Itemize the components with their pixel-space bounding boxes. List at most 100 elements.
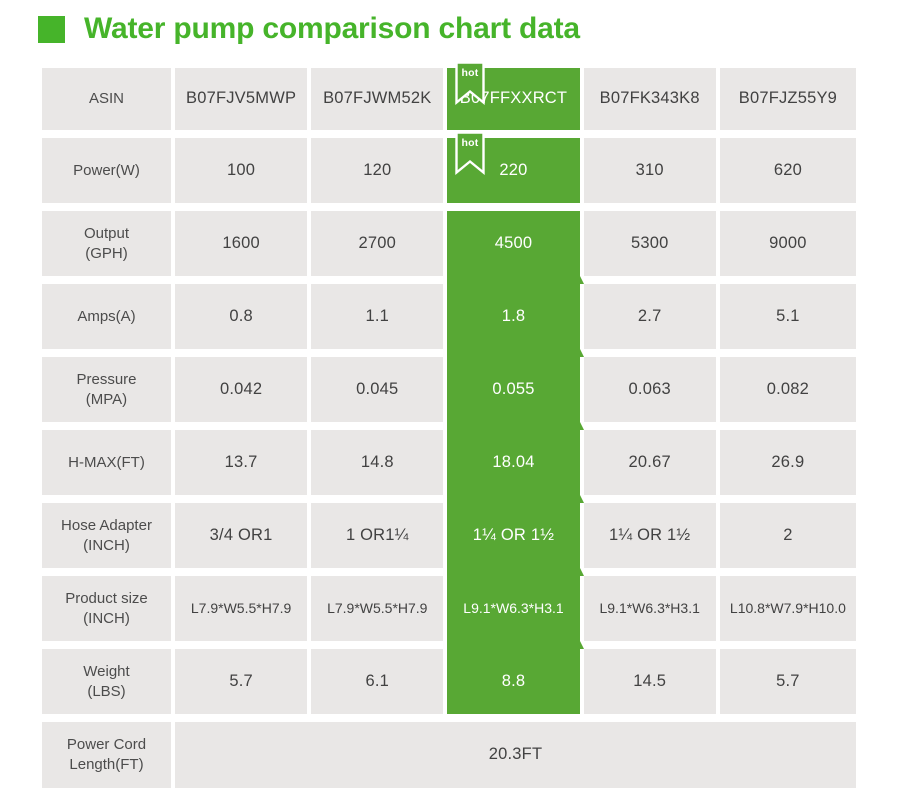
row-label-line: Weight xyxy=(83,662,130,680)
cell-value: 0.082 xyxy=(766,379,810,398)
row-label-line: Product size xyxy=(65,589,148,607)
cell-power-w-B07FJZ55Y9: 620 xyxy=(719,138,856,211)
row-label-line: Output xyxy=(83,224,130,242)
cell-power-w-B07FJV5MWP: 100 xyxy=(175,138,312,211)
cell-output-gph-B07FFXXRCT: 4500 xyxy=(447,211,584,284)
cell-product-size-inch-B07FJZ55Y9: L10.8*W7.9*H10.0 xyxy=(719,576,856,649)
cell-hose-adapter-inch-B07FJZ55Y9: 2 xyxy=(719,503,856,576)
cell-h-max-ft-B07FJV5MWP: 13.7 xyxy=(175,430,312,503)
row-label-line: Power(W) xyxy=(73,161,140,179)
row-label-line: Power Cord xyxy=(66,736,147,754)
row-label-product-size-inch: Product size (INCH) xyxy=(42,576,175,649)
cell-hose-adapter-inch-B07FJWM52K: 1 OR1¼ xyxy=(311,503,448,576)
row-label-line: (MPA) xyxy=(85,390,128,408)
cell-value: 5.7 xyxy=(776,671,800,690)
cell-asin-B07FJV5MWP: B07FJV5MWP xyxy=(175,68,312,138)
cell-value: 0.042 xyxy=(219,379,263,398)
cell-power-w-B07FJWM52K: 120 xyxy=(311,138,448,211)
cell-power-w-B07FFXXRCT: 220 hot xyxy=(447,131,584,211)
cell-weight-lbs-B07FJWM52K: 6.1 xyxy=(311,649,448,722)
cell-value: 14.8 xyxy=(360,452,394,471)
cell-output-gph-B07FJZ55Y9: 9000 xyxy=(719,211,856,284)
title-bullet-icon xyxy=(38,15,65,43)
cell-pressure-mpa-B07FFXXRCT: 0.055 xyxy=(447,357,584,430)
cell-pressure-mpa-B07FK343K8: 0.063 xyxy=(583,357,720,430)
page-title: Water pump comparison chart data xyxy=(84,12,580,45)
cell-asin-B07FFXXRCT: B07FFXXRCT hot xyxy=(447,61,584,138)
cell-value: 6.1 xyxy=(365,671,390,690)
cell-value: 18.04 xyxy=(492,452,535,471)
cell-value: 5.1 xyxy=(776,306,800,325)
row-label-line: Amps(A) xyxy=(77,307,136,325)
cell-value: L7.9*W5.5*H7.9 xyxy=(327,600,428,617)
hot-badge-icon: hot xyxy=(455,131,486,175)
row-label-pressure-mpa: Pressure (MPA) xyxy=(42,357,175,430)
row-label-line: (GPH) xyxy=(85,244,128,262)
cell-power-w-B07FK343K8: 310 xyxy=(583,138,720,211)
cell-value: 1¼ OR 1½ xyxy=(608,525,691,544)
cell-value: 220 xyxy=(499,160,528,179)
cell-h-max-ft-B07FFXXRCT: 18.04 xyxy=(447,430,584,503)
cell-value: 1.1 xyxy=(365,306,390,325)
cell-asin-B07FJZ55Y9: B07FJZ55Y9 xyxy=(719,68,856,138)
cell-value: 120 xyxy=(363,160,392,179)
cell-weight-lbs-B07FJZ55Y9: 5.7 xyxy=(719,649,856,722)
cell-h-max-ft-B07FJZ55Y9: 26.9 xyxy=(719,430,856,503)
cell-value: 2 xyxy=(783,525,793,544)
cell-value: L9.1*W6.3*H3.1 xyxy=(599,600,700,617)
cell-value: B07FFXXRCT xyxy=(459,89,568,108)
cell-amps-a-B07FJV5MWP: 0.8 xyxy=(175,284,312,357)
cell-hose-adapter-inch-B07FFXXRCT: 1¼ OR 1½ xyxy=(447,503,584,576)
cell-value: L10.8*W7.9*H10.0 xyxy=(729,600,846,617)
row-label-line: (INCH) xyxy=(83,536,130,554)
cell-value: 1 OR1¼ xyxy=(345,525,409,544)
hot-badge-label: hot xyxy=(462,67,479,79)
cell-pressure-mpa-B07FJWM52K: 0.045 xyxy=(311,357,448,430)
cell-value: 0.055 xyxy=(492,379,535,398)
cell-value: 100 xyxy=(227,160,256,179)
cell-asin-B07FJWM52K: B07FJWM52K xyxy=(311,68,448,138)
cell-value: B07FK343K8 xyxy=(599,89,700,108)
row-label-weight-lbs: Weight (LBS) xyxy=(42,649,175,722)
cell-value: 8.8 xyxy=(501,671,526,690)
row-label-line: (LBS) xyxy=(87,682,126,700)
cell-product-size-inch-B07FK343K8: L9.1*W6.3*H3.1 xyxy=(583,576,720,649)
cell-amps-a-B07FK343K8: 2.7 xyxy=(583,284,720,357)
row-label-h-max-ft: H-MAX(FT) xyxy=(42,430,175,503)
cell-weight-lbs-B07FK343K8: 14.5 xyxy=(583,649,720,722)
row-label-line: ASIN xyxy=(88,90,124,108)
cell-value: 26.9 xyxy=(771,452,805,471)
cell-value: 5300 xyxy=(630,233,669,252)
cell-value: 620 xyxy=(773,160,802,179)
cell-pressure-mpa-B07FJV5MWP: 0.042 xyxy=(175,357,312,430)
row-label-line: H-MAX(FT) xyxy=(68,453,145,471)
cell-amps-a-B07FJZ55Y9: 5.1 xyxy=(719,284,856,357)
cell-amps-a-B07FJWM52K: 1.1 xyxy=(311,284,448,357)
cell-asin-B07FK343K8: B07FK343K8 xyxy=(583,68,720,138)
row-label-line: (INCH) xyxy=(83,609,130,627)
cell-value: B07FJV5MWP xyxy=(185,89,297,108)
cell-value: 3/4 OR1 xyxy=(209,525,273,544)
page-header: Water pump comparison chart data xyxy=(0,0,900,47)
row-label-line: Length(FT) xyxy=(69,756,144,773)
row-label-power-w: Power(W) xyxy=(42,138,175,211)
row-label-line: Pressure xyxy=(76,370,137,388)
cell-h-max-ft-B07FK343K8: 20.67 xyxy=(583,430,720,503)
cell-pressure-mpa-B07FJZ55Y9: 0.082 xyxy=(719,357,856,430)
cell-hose-adapter-inch-B07FJV5MWP: 3/4 OR1 xyxy=(175,503,312,576)
cell-value: B07FJWM52K xyxy=(323,89,432,108)
row-label-power-cord-length-ft: Power Cord Length(FT) xyxy=(42,722,175,788)
cell-value: 0.045 xyxy=(356,379,399,398)
cell-value: 4500 xyxy=(494,233,533,252)
cell-product-size-inch-B07FJWM52K: L7.9*W5.5*H7.9 xyxy=(311,576,448,649)
cell-value: 310 xyxy=(635,160,664,179)
merged-value-power-cord-length-ft: 20.3FT xyxy=(175,722,856,788)
cell-hose-adapter-inch-B07FK343K8: 1¼ OR 1½ xyxy=(583,503,720,576)
cell-value: 1.8 xyxy=(501,306,526,325)
comparison-table: ASIN B07FJV5MWP B07FJWM52K B07FFXXRCT hot B07… xyxy=(42,61,856,788)
cell-value: 20.67 xyxy=(628,452,671,471)
row-label-output-gph: Output (GPH) xyxy=(42,211,175,284)
cell-value: 0.063 xyxy=(628,379,671,398)
cell-output-gph-B07FJV5MWP: 1600 xyxy=(175,211,312,284)
cell-product-size-inch-B07FFXXRCT: L9.1*W6.3*H3.1 xyxy=(447,576,584,649)
